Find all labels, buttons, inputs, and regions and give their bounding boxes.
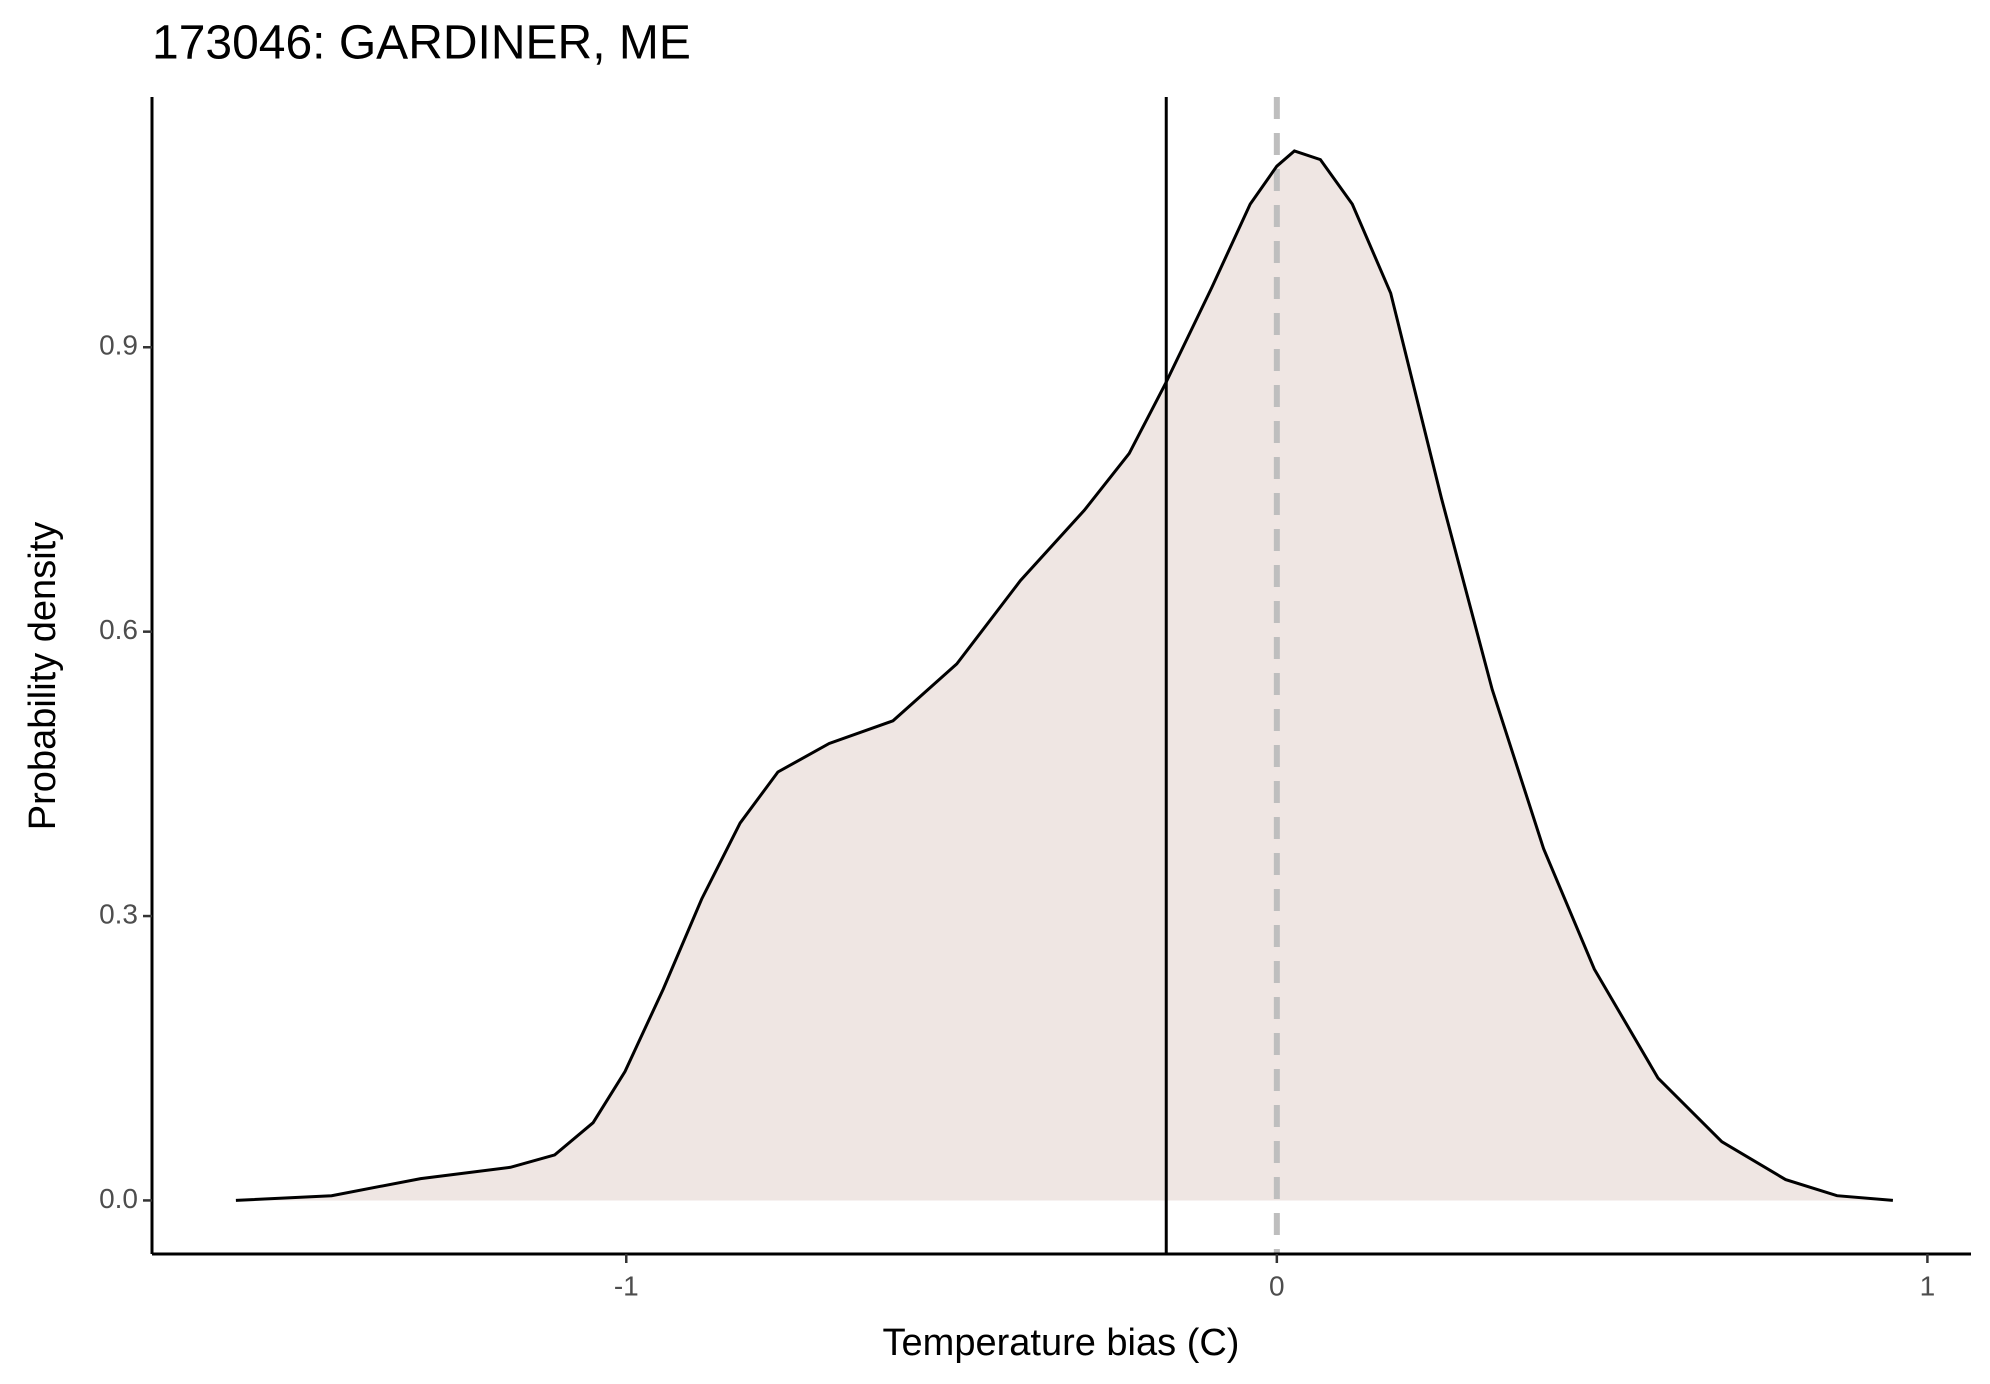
y-tick-label: 0.9 [99,330,138,361]
y-tick-label: 0.0 [99,1183,138,1214]
y-tick-label: 0.6 [99,614,138,645]
density-line [235,149,1894,1202]
y-axis-label: Probability density [22,522,64,830]
chart-title: 173046: GARDINER, ME [152,17,691,70]
y-tick-label: 0.3 [99,898,138,929]
x-axis-label: Temperature bias (C) [883,1322,1240,1364]
x-tick-label: 1 [1920,1270,1936,1301]
density-area [235,151,1893,1201]
x-tick-label: -1 [614,1270,639,1301]
x-tick-label: 0 [1269,1270,1285,1301]
